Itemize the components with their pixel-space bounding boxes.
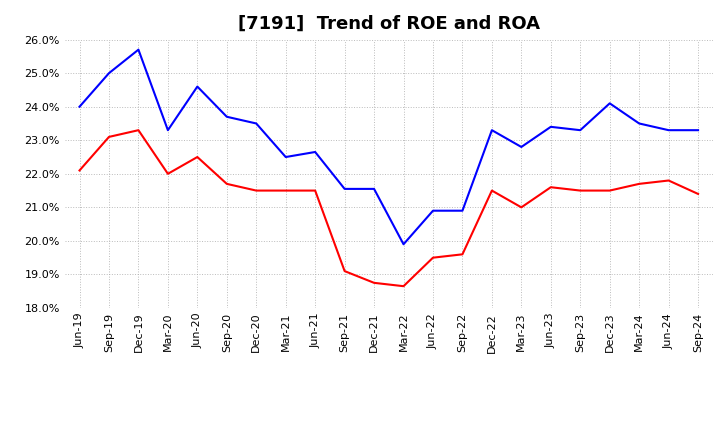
ROE [576,188,585,193]
Line: ROA: ROA [79,50,698,244]
ROE [428,255,437,260]
ROA [576,128,585,133]
ROE [399,283,408,289]
ROE [606,188,614,193]
ROA [399,242,408,247]
ROA [75,104,84,109]
ROA [428,208,437,213]
ROE [370,280,379,286]
ROA [370,186,379,191]
ROA [104,70,113,76]
ROA [282,154,290,160]
ROA [635,121,644,126]
ROE [163,171,172,176]
ROA [665,128,673,133]
ROE [665,178,673,183]
ROE [252,188,261,193]
ROA [487,128,496,133]
ROE [193,154,202,160]
Line: ROE: ROE [79,130,698,286]
ROE [517,205,526,210]
ROA [193,84,202,89]
ROE [222,181,231,187]
ROE [104,134,113,139]
ROE [134,128,143,133]
ROA [222,114,231,119]
ROA [134,47,143,52]
ROE [487,188,496,193]
ROE [694,191,703,197]
ROA [311,149,320,154]
ROA [517,144,526,150]
ROA [458,208,467,213]
ROE [282,188,290,193]
Title: [7191]  Trend of ROE and ROA: [7191] Trend of ROE and ROA [238,15,540,33]
ROA [341,186,349,191]
ROE [341,268,349,274]
ROA [694,128,703,133]
ROE [75,168,84,173]
ROE [635,181,644,187]
ROA [252,121,261,126]
ROE [311,188,320,193]
ROA [546,124,555,129]
ROE [458,252,467,257]
ROA [163,128,172,133]
ROE [546,184,555,190]
ROA [606,101,614,106]
